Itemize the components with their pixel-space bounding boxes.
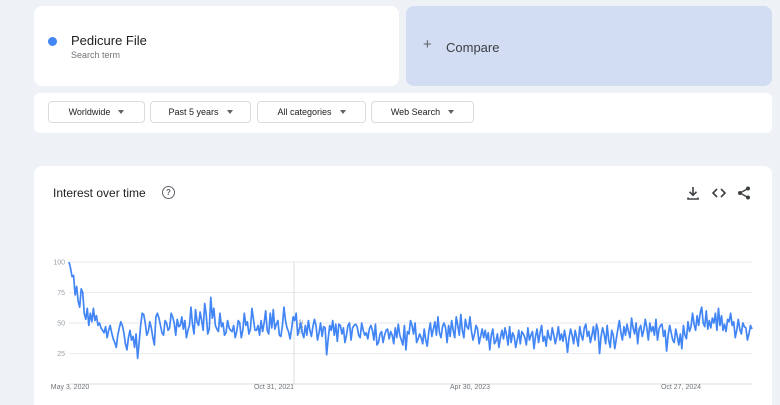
series-color-dot (48, 37, 57, 46)
compare-button[interactable]: + Compare (406, 6, 772, 86)
chart-title: Interest over time (53, 186, 146, 200)
filter-label: Past 5 years (168, 107, 219, 117)
y-tick-label: 50 (57, 321, 65, 328)
x-tick-label: Oct 27, 2024 (661, 384, 701, 391)
y-tick-label: 25 (57, 351, 65, 358)
filter-label: Worldwide (68, 107, 111, 117)
x-tick-label: May 3, 2020 (51, 384, 90, 391)
caret-down-icon (339, 110, 346, 114)
caret-down-icon (118, 110, 125, 114)
filter-category-dropdown[interactable]: All categories (257, 101, 366, 123)
download-icon[interactable] (685, 185, 701, 201)
embed-code-icon[interactable] (711, 185, 727, 201)
filter-location-dropdown[interactable]: Worldwide (48, 101, 145, 123)
share-icon[interactable] (736, 185, 752, 201)
series-line (68, 261, 753, 360)
filter-label: Web Search (390, 107, 441, 117)
x-tick-label: Oct 31, 2021 (254, 384, 294, 391)
search-term-name[interactable]: Pedicure File (71, 33, 147, 48)
caret-down-icon (448, 110, 455, 114)
filter-bar: Worldwide Past 5 years All categories We… (34, 93, 772, 133)
compare-label: Compare (446, 40, 500, 55)
x-tick-label: Apr 30, 2023 (450, 384, 490, 391)
interest-over-time-card: Interest over time ? 100 75 50 25 Note May … (34, 166, 772, 405)
help-circle-icon[interactable]: ? (162, 186, 175, 199)
plus-icon: + (423, 36, 432, 53)
y-tick-label: 75 (57, 290, 65, 297)
filter-time-range-dropdown[interactable]: Past 5 years (150, 101, 251, 123)
filter-label: All categories (277, 107, 332, 117)
filter-search-type-dropdown[interactable]: Web Search (371, 101, 474, 123)
search-term-card[interactable]: Pedicure File Search term (34, 6, 399, 86)
caret-down-icon (226, 110, 233, 114)
search-term-subtitle: Search term (71, 50, 121, 60)
y-tick-label: 100 (53, 260, 65, 267)
